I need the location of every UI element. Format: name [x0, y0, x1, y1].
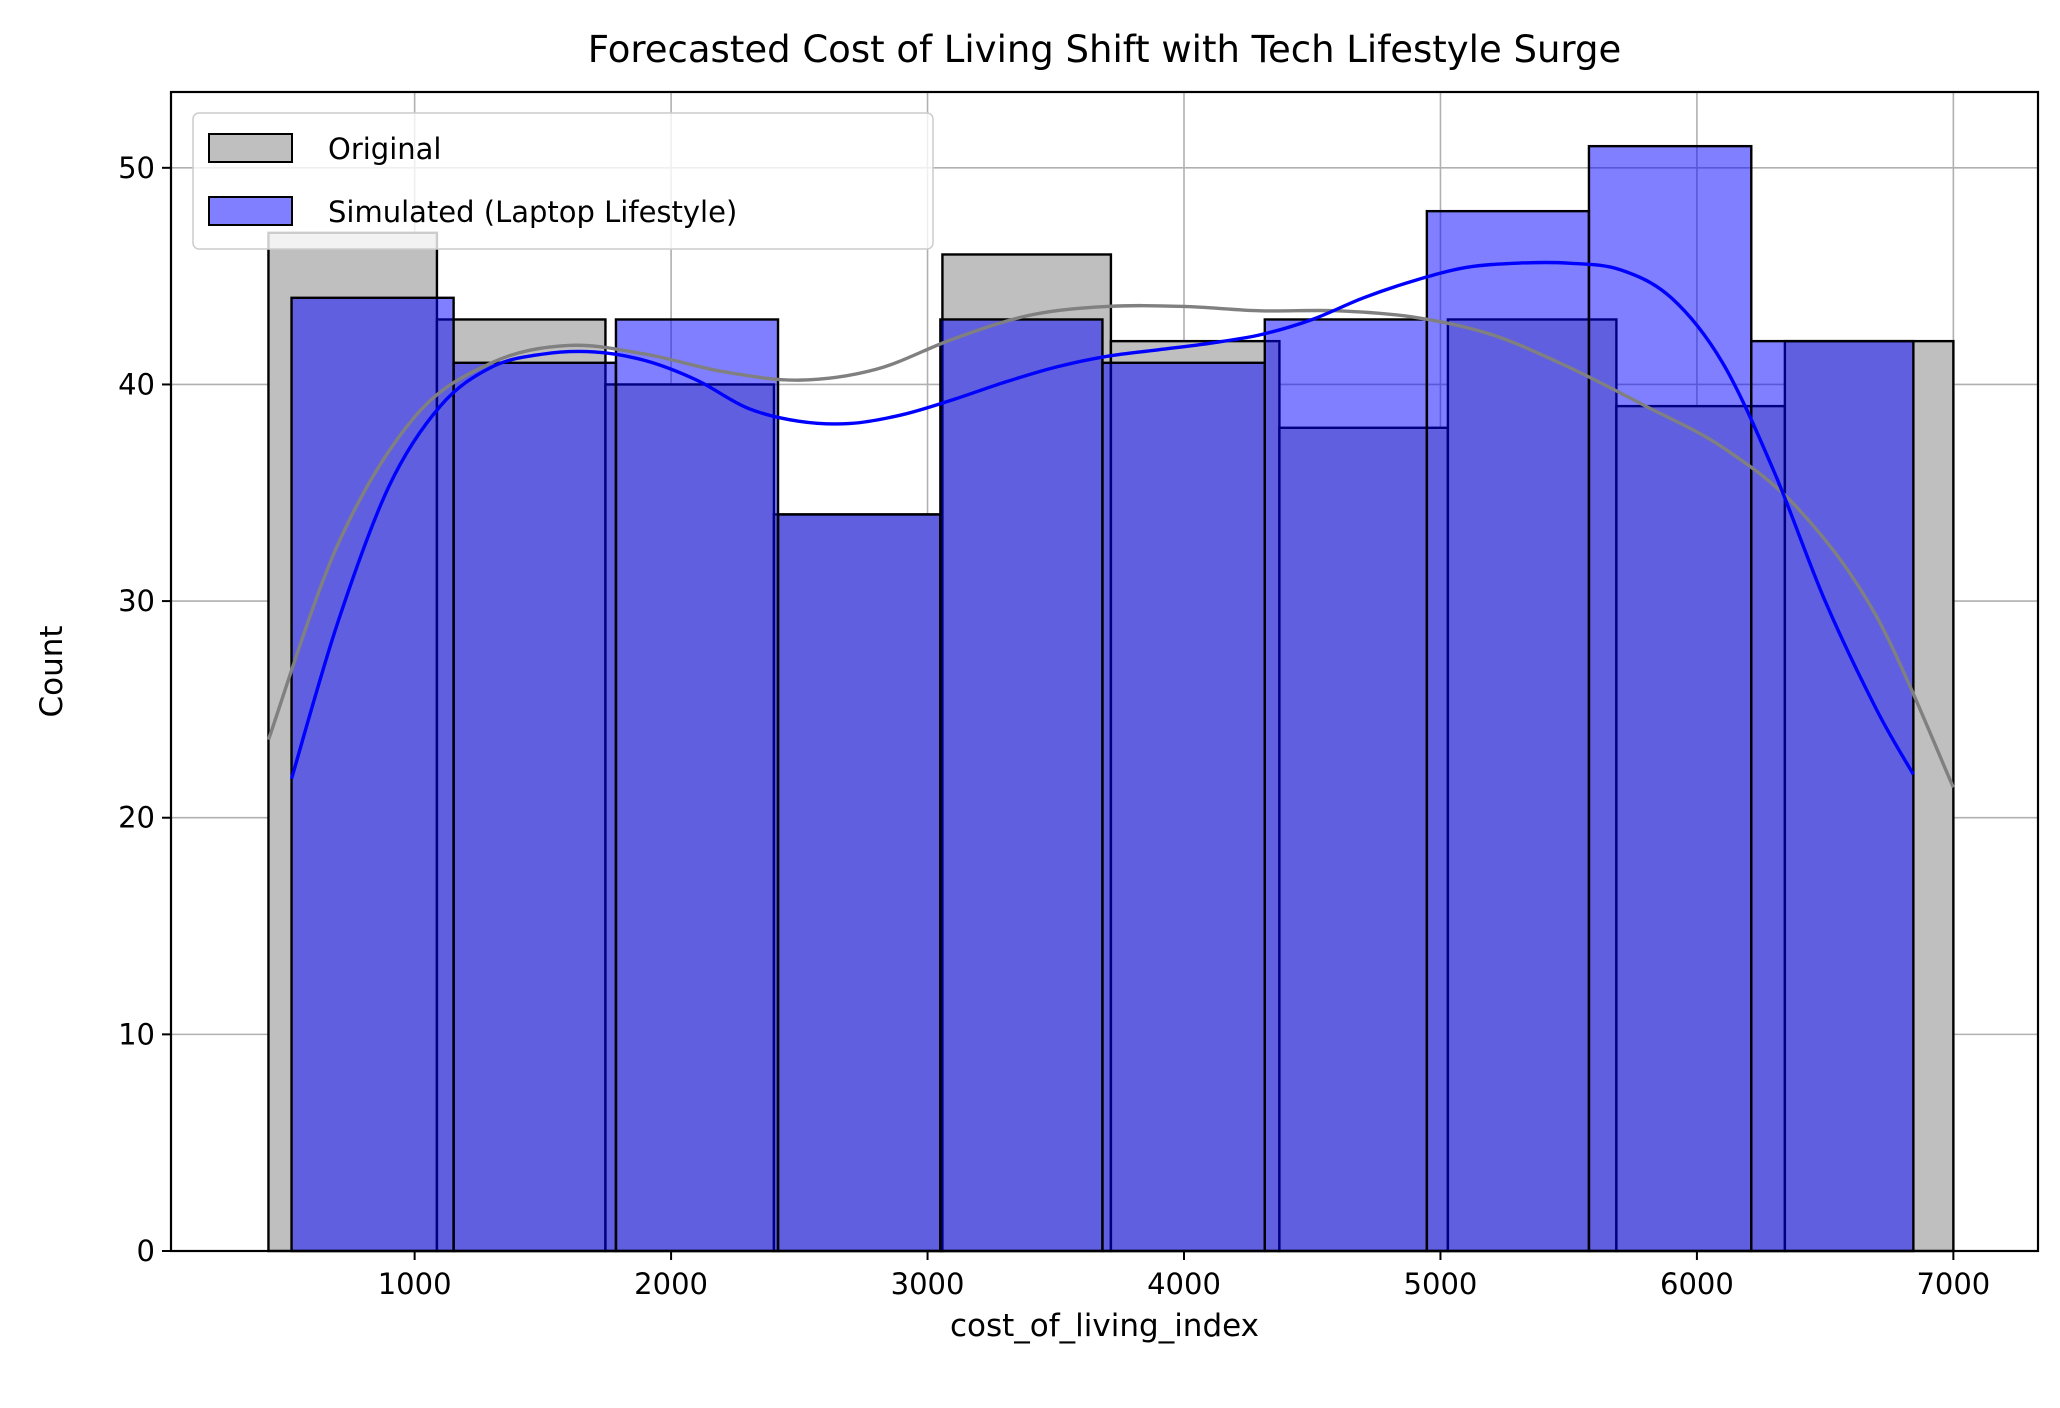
x-tick-label-2000: 2000 [634, 1267, 708, 1301]
plot-frame [169, 90, 2040, 1253]
y-axis-label: Count [34, 625, 70, 717]
kde-curves [266, 260, 1955, 789]
x-tick-label-1000: 1000 [378, 1267, 452, 1301]
simulated-bar-2 [614, 318, 780, 1253]
simulated-bar-1 [452, 361, 618, 1253]
simulated-bar-8 [1587, 144, 1753, 1253]
chart-title: Forecasted Cost of Living Shift with Tec… [588, 28, 1621, 71]
y-axis-ticks: 0 10 20 30 40 50 [118, 151, 171, 1268]
legend-label-simulated: Simulated (Laptop Lifestyle) [328, 195, 737, 229]
simulated-bar-7 [1425, 209, 1591, 1253]
x-tick-label-4000: 4000 [1147, 1267, 1221, 1301]
simulated-bar-3 [776, 513, 942, 1253]
y-tick-label-20: 20 [118, 801, 155, 835]
simulated-bar-4 [939, 318, 1104, 1253]
y-tick-label-50: 50 [118, 151, 155, 185]
simulated-bar-6 [1263, 318, 1429, 1253]
simulated-bar-0 [290, 296, 455, 1253]
simulated-kde-line [289, 260, 1915, 780]
simulated-bar-5 [1101, 361, 1266, 1253]
x-tick-label-7000: 7000 [1916, 1267, 1990, 1301]
x-tick-label-5000: 5000 [1404, 1267, 1478, 1301]
simulated-bars [290, 144, 1915, 1253]
simulated-bar-9 [1750, 339, 1915, 1253]
x-tick-label-6000: 6000 [1660, 1267, 1734, 1301]
y-tick-label-10: 10 [118, 1017, 155, 1051]
y-tick-label-0: 0 [137, 1234, 155, 1268]
legend: Original Simulated (Laptop Lifestyle) [192, 112, 934, 250]
x-tick-label-3000: 3000 [891, 1267, 965, 1301]
legend-box [192, 112, 934, 250]
y-tick-label-30: 30 [118, 584, 155, 618]
legend-label-original: Original [328, 132, 441, 166]
x-axis-label: cost_of_living_index [950, 1308, 1259, 1344]
original-kde-line [266, 303, 1955, 789]
y-tick-label-40: 40 [118, 367, 155, 401]
legend-swatch-original [208, 133, 293, 163]
x-axis-ticks: 1000 2000 3000 4000 5000 6000 7000 [378, 1251, 1990, 1301]
legend-swatch-simulated [208, 196, 293, 226]
